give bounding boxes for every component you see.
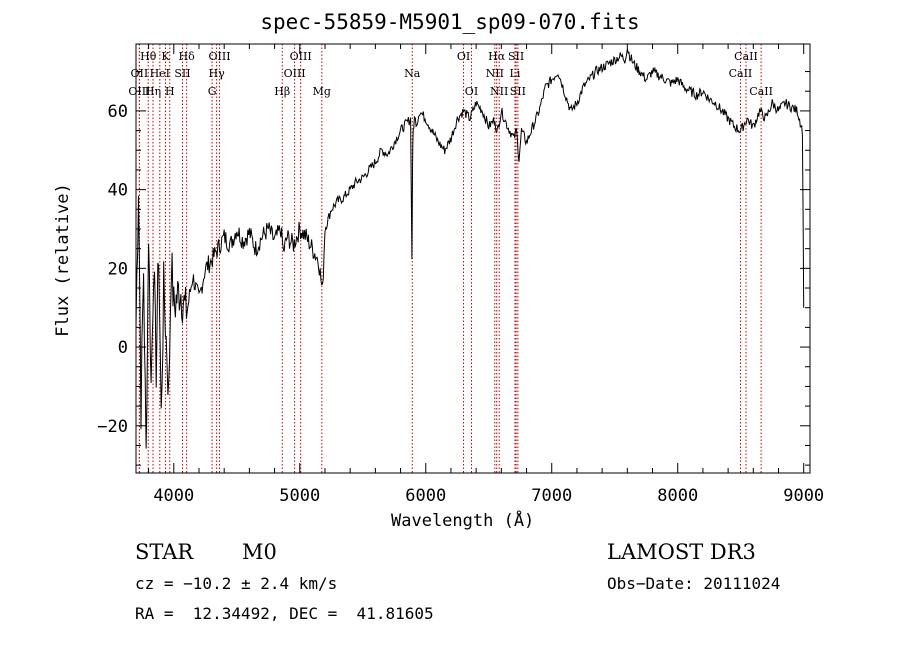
line-label-6: SII <box>174 67 190 80</box>
chart-title: spec-55859-M5901_sp09-070.fits <box>260 10 640 34</box>
line-label-11: G <box>208 85 217 98</box>
subclass: M0 <box>242 540 277 564</box>
line-label-25: CaII <box>734 50 758 63</box>
line-label-14: OIII <box>284 67 306 80</box>
line-label-10: Hγ <box>209 67 226 80</box>
y-axis-label-group: Flux (relative) <box>53 183 73 337</box>
x-tick-label-2: 6000 <box>405 486 446 506</box>
observation-date: Obs−Date: 20111024 <box>607 574 781 593</box>
plot-border <box>135 43 811 474</box>
line-label-18: OI <box>465 85 478 98</box>
line-label-20: NII <box>486 67 504 80</box>
line-label-26: CaII <box>729 67 753 80</box>
line-label-9: OIII <box>208 50 230 63</box>
line-label-22: SII <box>508 50 524 63</box>
line-label-16: Na <box>404 67 421 80</box>
line-label-5: K <box>161 50 170 63</box>
spectrum-series <box>135 48 805 449</box>
x-tick-label-4: 8000 <box>657 486 698 506</box>
line-label-24: SII <box>510 85 526 98</box>
line-label-27: CaII <box>749 85 773 98</box>
axis-ticks: 4000 5000 6000 7000 8000 9000 −20 0 20 40 60 <box>97 44 824 506</box>
y-axis-label: Flux (relative) <box>53 183 73 337</box>
y-tick-label-0: −20 <box>97 417 128 437</box>
line-label-7: H <box>165 85 175 98</box>
line-label-1: OII <box>131 67 149 80</box>
x-tick-label-5: 9000 <box>783 486 824 506</box>
line-label-12: Hβ <box>274 85 290 98</box>
line-label-8: Hδ <box>179 50 196 63</box>
series-line-flux <box>135 48 805 449</box>
y-tick-label-4: 60 <box>108 102 128 122</box>
line-label-19: Hα <box>488 50 506 63</box>
line-label-17: OI <box>457 50 470 63</box>
survey-name: LAMOST DR3 <box>607 540 756 564</box>
line-label-4: HeI <box>150 67 170 80</box>
y-tick-label-3: 40 <box>108 181 128 201</box>
coordinates: RA = 12.34492, DEC = 41.81605 <box>135 604 434 623</box>
line-label-21: NII <box>490 85 508 98</box>
line-label-15: Mg <box>313 85 331 98</box>
y-tick-label-1: 0 <box>118 338 128 358</box>
x-tick-label-1: 5000 <box>279 486 320 506</box>
line-label-13: OIII <box>290 50 312 63</box>
redshift-velocity: cz = −10.2 ± 2.4 km/s <box>135 574 338 593</box>
spectral-line-markers <box>138 44 762 473</box>
x-tick-label-0: 4000 <box>153 486 194 506</box>
line-label-0: Hθ <box>140 50 157 63</box>
x-axis-label: Wavelength (Å) <box>391 511 535 531</box>
plot-frame <box>135 43 811 474</box>
x-tick-label-3: 7000 <box>531 486 572 506</box>
line-label-3: Hη <box>145 85 161 98</box>
y-tick-label-2: 20 <box>108 259 128 279</box>
line-label-23: Li <box>510 67 521 80</box>
object-type: STAR <box>135 540 194 564</box>
line-label-2: OIII <box>128 85 150 98</box>
